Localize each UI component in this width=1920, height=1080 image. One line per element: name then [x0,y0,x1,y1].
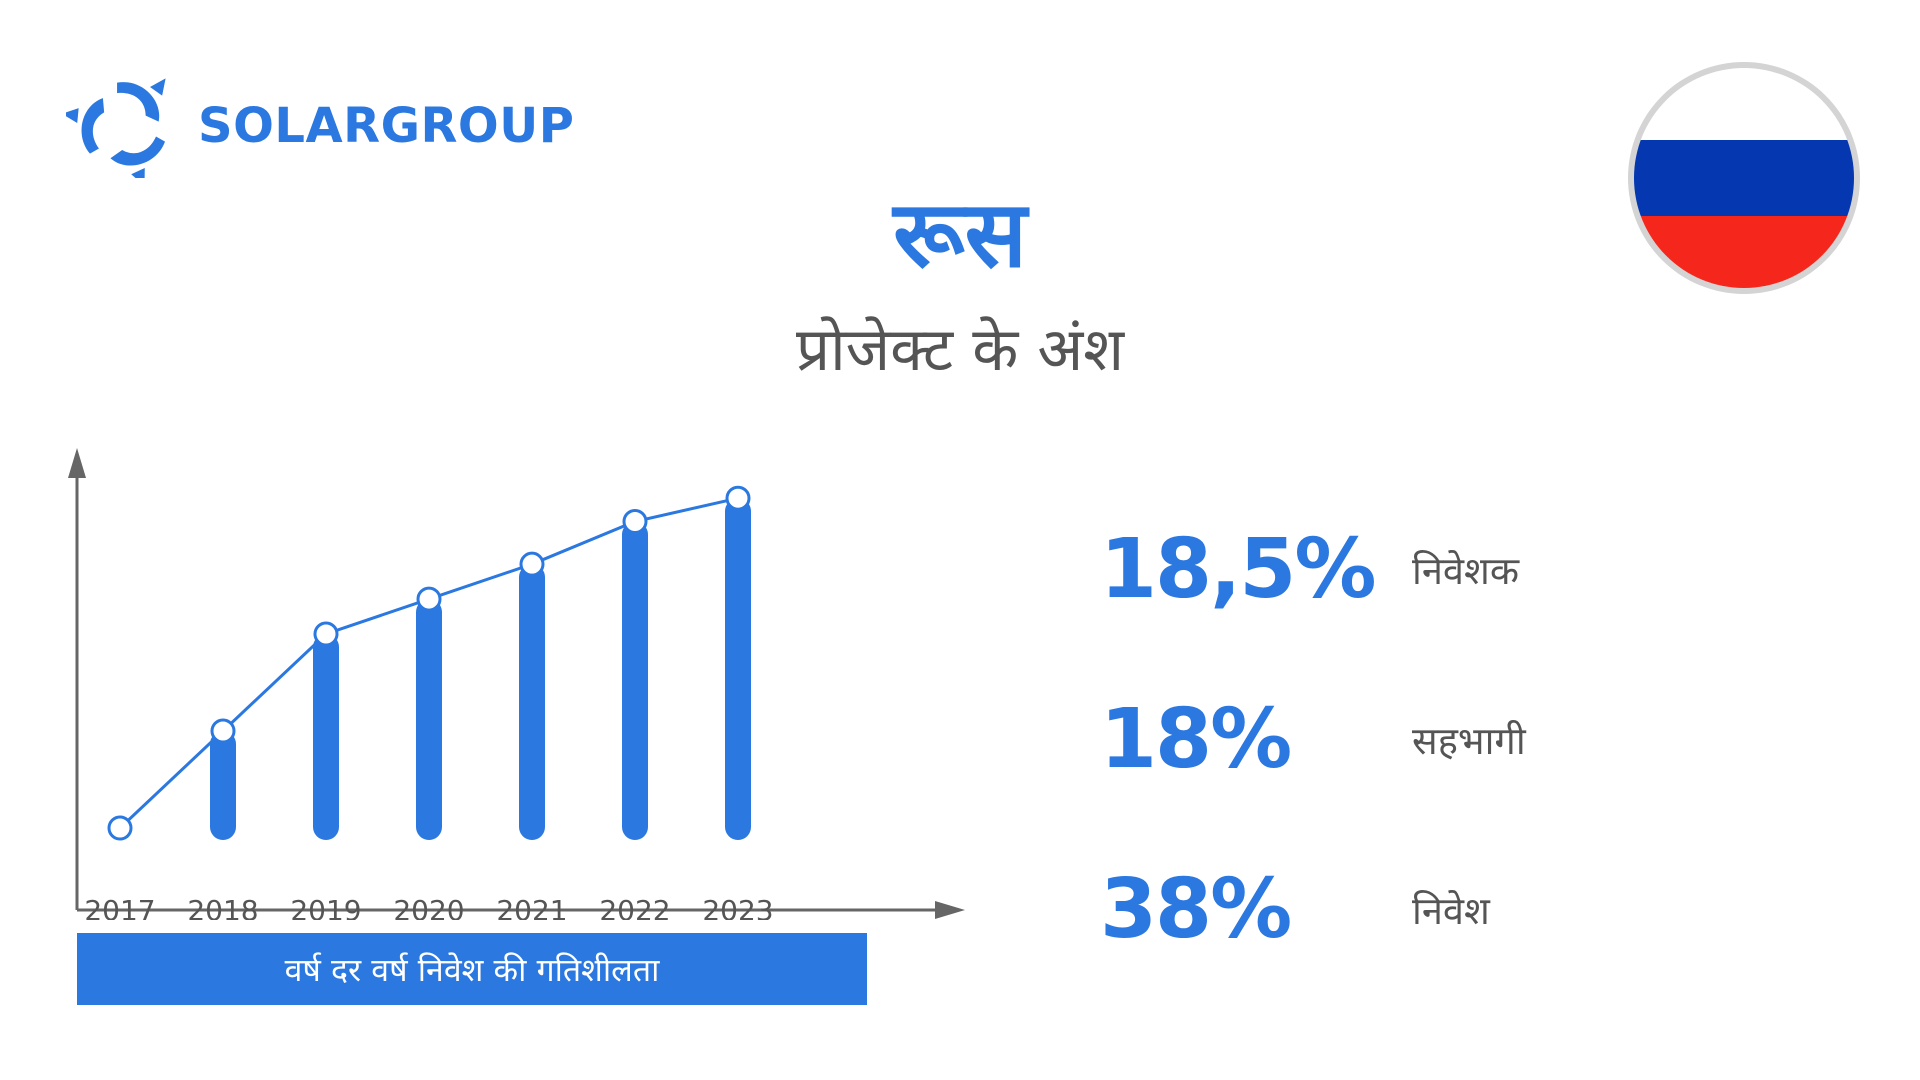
page-subtitle: प्रोजेक्ट के अंश [795,315,1124,385]
x-axis-arrow [935,901,965,919]
x-tick-label: 2018 [187,894,258,920]
bar-2022 [622,521,648,840]
data-point-2018 [210,718,236,744]
x-tick-label: 2023 [702,894,773,920]
x-tick-label: 2019 [290,894,361,920]
stat-investors: 18,5% निवेशक [1100,522,1519,617]
stat-investment: 38% निवेश [1100,862,1490,957]
data-point-2021 [519,551,545,577]
data-point-2019 [313,621,339,647]
investment-chart: 2017 2018 2019 2020 2021 2022 2023 [68,448,965,920]
bar-2023 [725,498,751,840]
brand-logo: SOLARGROUP [66,74,574,178]
x-tick-label: 2022 [599,894,670,920]
page-title: रूस [893,181,1027,288]
stat-participants: 18% सहभागी [1100,692,1526,787]
stat-label: सहभागी [1412,718,1526,763]
bar-2021 [519,564,545,840]
x-tick-label: 2020 [393,894,464,920]
bar-2018 [210,731,236,840]
data-point-2022 [622,508,648,534]
stat-value: 18% [1100,692,1292,787]
stat-label: निवेश [1412,888,1490,933]
stat-value: 38% [1100,862,1292,957]
data-point-2020 [416,586,442,612]
bar-2019 [313,634,339,840]
stat-value: 18,5% [1100,522,1376,617]
solar-logo-icon [66,78,166,178]
x-tick-label: 2017 [84,894,155,920]
y-axis-arrow [68,448,86,478]
x-tick-label: 2021 [496,894,567,920]
data-point-2023 [725,485,751,511]
chart-caption: वर्ष दर वर्ष निवेश की गतिशीलता [77,933,867,1005]
data-point-2017 [107,815,133,841]
stat-label: निवेशक [1412,548,1520,593]
brand-name: SOLARGROUP [198,98,575,154]
bar-2020 [416,599,442,840]
russia-flag-icon [1628,62,1860,294]
